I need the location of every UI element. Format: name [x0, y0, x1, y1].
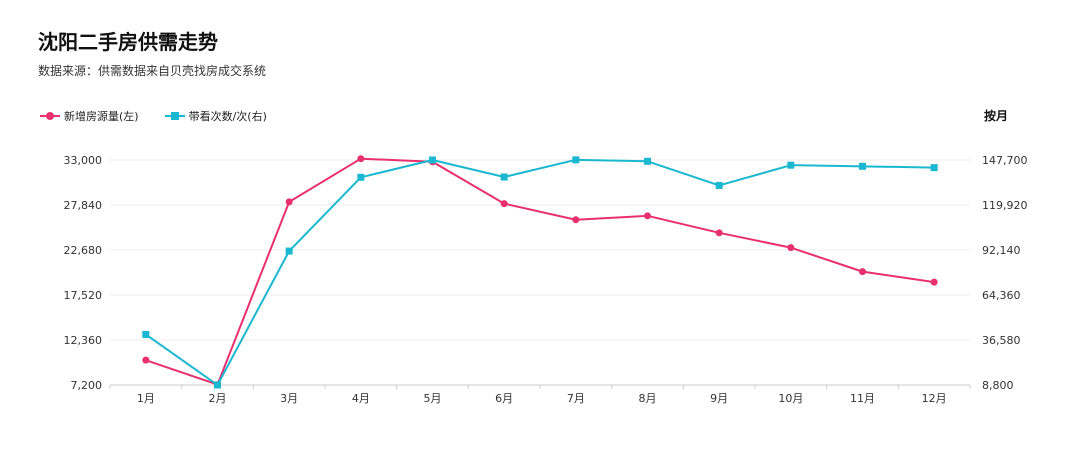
series-2-point: [500, 173, 508, 181]
series-1-point: [500, 200, 508, 208]
series-2-line: [145, 158, 935, 386]
y-right-tick-label: 147,700: [982, 154, 1028, 167]
series-2-point: [142, 330, 150, 338]
y-left-tick-label: 7,200: [71, 379, 103, 392]
x-tick-label: 4月: [352, 392, 370, 405]
series-2-point: [859, 162, 866, 170]
legend-series2-marker-icon: [164, 111, 185, 121]
x-tick-label: 2月: [209, 392, 227, 405]
y-right-tick-label: 64,360: [982, 289, 1021, 302]
legend-series1-label: 新增房源量(左): [64, 110, 139, 123]
series-2-point: [214, 381, 221, 389]
y-left-tick-label: 22,680: [64, 244, 103, 257]
series-1-point: [357, 155, 365, 163]
legend-series2-label: 带看次数/次(右): [188, 110, 267, 123]
period-selector[interactable]: 按月: [983, 109, 1008, 123]
y-left-tick-label: 12,360: [64, 334, 103, 347]
y-left-tick-label: 17,520: [64, 289, 103, 302]
legend: 新增房源量(左) 带看次数/次(右): [40, 108, 293, 124]
series-2-point: [930, 164, 938, 172]
series-2-point: [787, 161, 795, 169]
chart-title: 沈阳二手房供需走势: [38, 30, 218, 54]
series-1-point: [787, 244, 795, 252]
y-right-tick-label: 119,920: [982, 199, 1028, 212]
series-2-point: [285, 247, 293, 255]
x-tick-label: 9月: [710, 392, 728, 405]
chart-subtitle: 数据来源：供需数据来自贝壳找房成交系统: [38, 64, 267, 78]
legend-series1-marker-icon: [40, 111, 60, 121]
series-1-point: [715, 229, 723, 237]
series-1-point: [285, 198, 293, 206]
y-left-tick-label: 33,000: [64, 154, 103, 167]
y-left-tick-label: 27,840: [64, 199, 103, 212]
x-tick-label: 12月: [922, 392, 947, 405]
series-2-point: [715, 181, 723, 189]
x-tick-label: 11月: [850, 392, 875, 405]
x-tick-label: 6月: [495, 392, 513, 405]
x-tick-label: 10月: [778, 392, 803, 405]
series-2-point: [429, 156, 436, 164]
y-right-tick-label: 92,140: [982, 244, 1021, 257]
series-2-point: [572, 156, 580, 164]
series-2-point: [357, 173, 365, 181]
series-1-line: [145, 157, 935, 386]
series-2-point: [644, 157, 651, 165]
y-right-tick-label: 8,800: [982, 379, 1014, 392]
x-tick-label: 3月: [280, 392, 298, 405]
x-tick-label: 1月: [137, 392, 155, 405]
legend-item-series1[interactable]: 新增房源量(左): [40, 108, 139, 124]
x-tick-label: 8月: [639, 392, 657, 405]
series-1-point: [142, 356, 150, 364]
series-1-point: [930, 278, 938, 286]
series-1-point: [644, 212, 651, 220]
y-right-tick-label: 36,580: [982, 334, 1021, 347]
x-tick-label: 5月: [424, 392, 442, 405]
legend-item-series2[interactable]: 带看次数/次(右): [164, 108, 267, 124]
series-1-point: [859, 268, 866, 276]
x-tick-label: 7月: [567, 392, 585, 405]
series-1-point: [572, 216, 580, 224]
